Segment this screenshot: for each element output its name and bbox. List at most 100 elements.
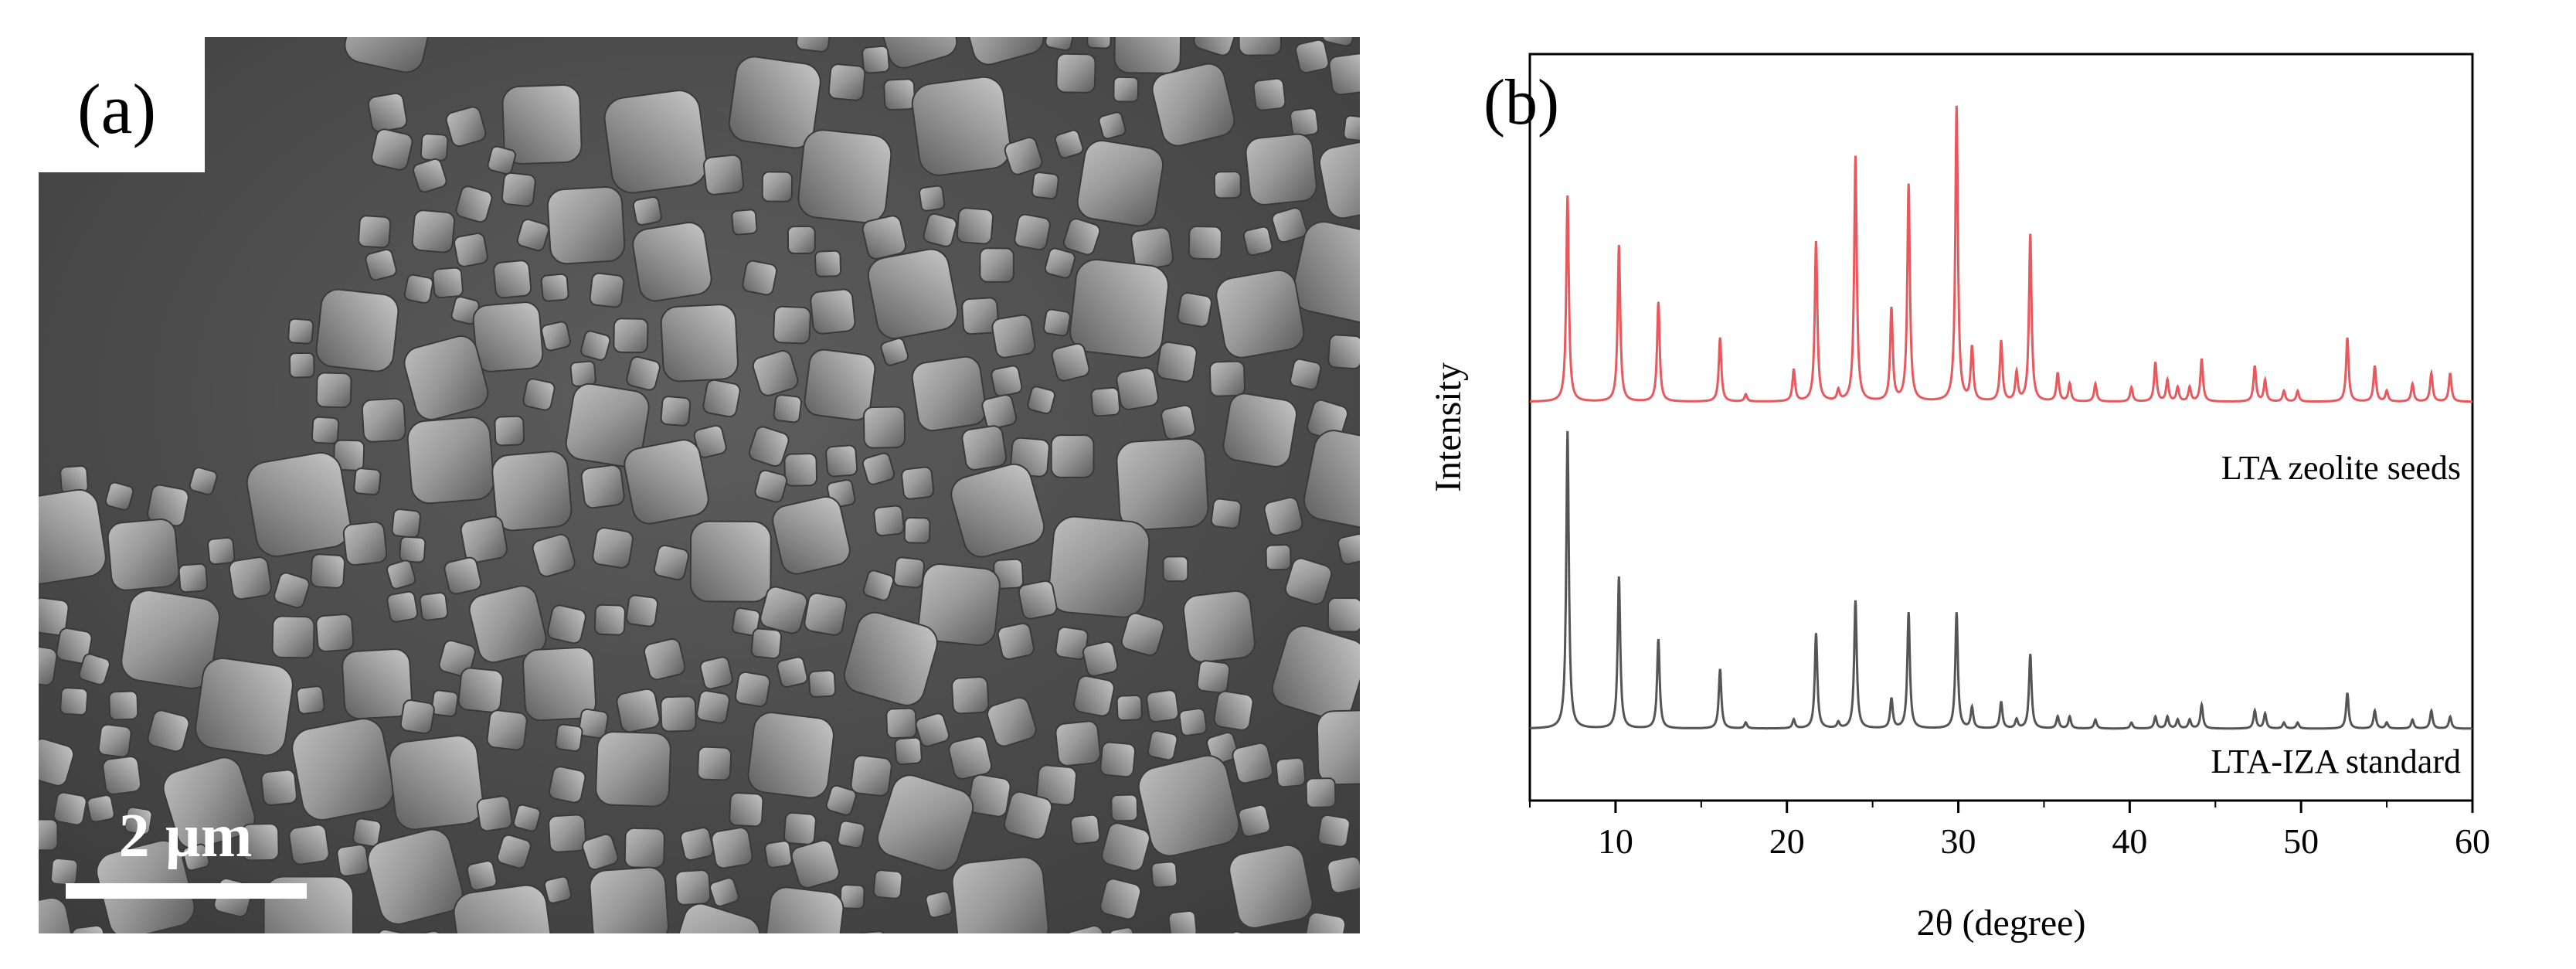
zeolite-crystal	[1303, 912, 1347, 933]
zeolite-crystal	[1063, 925, 1110, 933]
zeolite-crystal	[1069, 814, 1101, 845]
zeolite-crystal	[804, 592, 848, 636]
zeolite-crystal	[1318, 138, 1360, 219]
zeolite-crystal	[1076, 140, 1164, 227]
zeolite-crystal	[873, 505, 905, 537]
xrd-chart: 10 20 30 40 50 60 (b) LTA zeolite seeds LTA-I…	[1428, 53, 2490, 944]
zeolite-crystal	[880, 338, 909, 366]
zeolite-crystal	[867, 248, 959, 339]
zeolite-crystal	[885, 707, 917, 740]
x-tick-label: 20	[1769, 821, 1805, 861]
zeolite-crystal	[548, 766, 586, 804]
zeolite-crystal	[991, 365, 1023, 397]
zeolite-crystal	[679, 827, 714, 862]
zeolite-crystal	[1208, 360, 1246, 397]
zeolite-crystal	[1321, 37, 1358, 47]
zeolite-crystal	[102, 756, 142, 795]
zeolite-crystal	[1238, 804, 1271, 838]
zeolite-crystal	[901, 466, 935, 500]
zeolite-crystal	[1242, 226, 1273, 257]
zeolite-crystal	[872, 869, 903, 899]
zeolite-crystal	[814, 250, 842, 277]
zeolite-crystal	[675, 869, 712, 906]
zeolite-crystal	[979, 247, 1014, 283]
zeolite-crystal	[1042, 308, 1071, 337]
zeolite-crystal	[501, 83, 583, 165]
zeolite-crystal	[228, 556, 272, 600]
zeolite-crystal	[624, 827, 665, 869]
zeolite-crystal	[1116, 437, 1209, 531]
zeolite-crystal	[1050, 434, 1095, 478]
zeolite-crystal	[1327, 334, 1360, 370]
zeolite-crystal	[1116, 694, 1143, 722]
zeolite-crystal	[445, 106, 487, 148]
zeolite-crystal	[1014, 213, 1051, 251]
zeolite-crystal	[773, 305, 811, 345]
zeolite-crystal	[603, 90, 708, 194]
sem-panel: (a) 2 µm	[39, 37, 1360, 933]
zeolite-crystal	[241, 823, 280, 862]
zeolite-crystal	[626, 355, 661, 391]
zeolite-crystal	[997, 622, 1035, 661]
zeolite-crystal	[919, 185, 946, 212]
zeolite-crystal	[1101, 822, 1150, 872]
x-axis-ticks: 10 20 30 40 50 60	[1529, 801, 2490, 861]
zeolite-crystal	[522, 378, 556, 411]
zeolite-crystal	[1120, 612, 1165, 657]
zeolite-crystal	[750, 627, 783, 659]
zeolite-crystal	[1146, 689, 1180, 723]
zeolite-crystal	[1303, 430, 1360, 531]
zeolite-crystals	[39, 37, 1360, 933]
zeolite-crystal	[1113, 37, 1182, 74]
zeolite-crystal	[1156, 341, 1198, 382]
zeolite-crystal	[582, 833, 619, 871]
zeolite-crystal	[911, 76, 1011, 176]
zeolite-crystal	[342, 648, 413, 720]
zeolite-crystal	[466, 860, 498, 891]
zeolite-crystal	[1292, 221, 1360, 324]
zeolite-crystal	[454, 232, 488, 267]
zeolite-crystal	[291, 718, 395, 821]
zeolite-crystal	[702, 154, 745, 196]
zeolite-crystal	[773, 394, 802, 423]
zeolite-crystal	[877, 774, 974, 872]
zeolite-crystal	[1018, 580, 1058, 620]
zeolite-crystal	[837, 820, 866, 849]
zeolite-crystal	[578, 708, 609, 740]
zeolite-crystal	[748, 426, 790, 468]
plot-frame	[1528, 53, 2474, 802]
zeolite-crystal	[825, 784, 857, 816]
zeolite-crystal	[546, 185, 626, 265]
zeolite-crystal	[1238, 37, 1282, 56]
zeolite-crystal	[810, 288, 856, 335]
zeolite-crystal	[311, 416, 340, 445]
zeolite-crystal	[1305, 777, 1337, 808]
zeolite-crystal	[315, 614, 355, 652]
x-tick-label: 60	[2455, 821, 2490, 861]
zeolite-crystal	[1003, 790, 1053, 841]
panel-b-label: (b)	[1483, 66, 1559, 138]
series-label-standard: LTA-IZA standard	[2211, 743, 2461, 780]
zeolite-crystal	[1004, 136, 1043, 175]
zeolite-crystal	[991, 314, 1036, 359]
zeolite-crystal	[1290, 358, 1322, 391]
zeolite-crystal	[358, 215, 392, 249]
zeolite-crystal	[1271, 625, 1360, 721]
series-line-standard	[1529, 430, 2472, 730]
zeolite-crystal	[386, 559, 416, 590]
zeolite-crystal	[432, 267, 464, 299]
zeolite-crystal	[1051, 342, 1090, 382]
zeolite-crystal	[107, 518, 180, 591]
zeolite-crystal	[1055, 626, 1089, 661]
zeolite-crystal	[522, 647, 597, 722]
zeolite-crystal	[371, 128, 413, 171]
zeolite-crystal	[699, 656, 733, 690]
zeolite-crystal	[855, 930, 888, 933]
zeolite-crystal	[764, 840, 793, 869]
zeolite-crystal	[1327, 855, 1360, 894]
zeolite-crystal	[1178, 707, 1208, 736]
zeolite-crystal	[541, 321, 572, 352]
zeolite-crystal	[669, 903, 761, 933]
zeolite-crystal	[783, 453, 818, 487]
zeolite-crystal	[367, 92, 408, 133]
